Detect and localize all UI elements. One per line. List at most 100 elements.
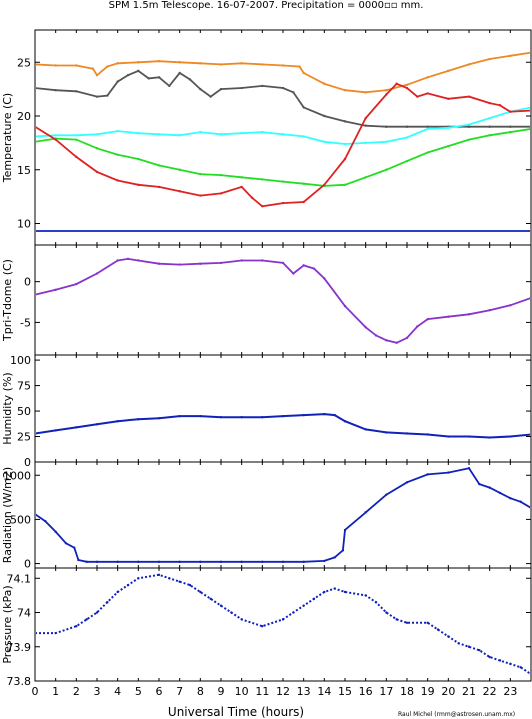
data-point [91,67,95,70]
data-point [343,420,347,423]
data-point [447,69,450,73]
x-axis: 0 1 2 3 4 5 6 7 8 9 10 11 12 13 14 15 16 17 18 19 20 21 22 23 [32,685,518,698]
data-point [116,420,119,423]
data-point [137,259,140,262]
data-point [519,666,522,669]
data-point [95,560,99,564]
series-group [36,412,530,439]
data-point [219,415,223,419]
data-point [261,63,264,66]
data-point [157,573,161,577]
data-point [364,124,367,127]
data-point [509,130,512,134]
series-group [36,51,530,232]
x-tick-label: 4 [114,685,121,698]
y-tick-label: 73.8 [7,675,32,688]
data-point [529,230,530,232]
data-point [416,95,419,98]
data-point [199,560,202,564]
y-tick-label: 10 [17,218,31,231]
data-point [106,94,109,97]
data-point [467,645,471,648]
data-point [36,513,37,515]
data-point [126,583,130,587]
data-point [374,601,378,604]
data-point [95,272,99,275]
x-tick-label: 1 [52,685,59,698]
data-point [302,135,305,138]
data-point [116,590,119,594]
data-point [395,341,398,344]
data-point [240,415,243,419]
data-point [395,618,398,621]
data-point [73,546,76,549]
data-point [488,308,491,312]
series-line-0 [36,413,530,439]
x-tick-label: 7 [176,685,183,698]
data-point [467,435,471,438]
data-point [323,140,326,143]
data-point [281,618,285,621]
data-point [75,134,78,137]
data-point [405,481,409,484]
y-tick-label: 0 [24,276,31,289]
data-point [529,106,530,109]
data-point [240,132,243,135]
data-point [261,259,264,262]
data-point [137,157,140,161]
x-tick-label: 12 [276,685,290,698]
data-point [36,294,37,296]
data-point [478,648,481,652]
data-point [302,413,305,417]
data-point [281,133,285,136]
data-point [230,611,233,614]
data-point [281,201,285,205]
data-point [323,183,326,186]
data-point [488,116,491,120]
data-point [467,123,471,126]
data-point [292,611,295,614]
data-point [116,153,119,156]
data-point [343,183,347,186]
data-point [137,577,140,580]
x-tick-label: 16 [359,685,373,698]
y-tick-label: 20 [17,110,31,123]
y-tick-label: 15 [17,164,31,177]
x-tick-label: 17 [379,685,393,698]
data-point [54,429,57,432]
data-point [240,560,243,564]
data-point [426,125,429,128]
data-point [137,61,140,64]
series-line-0 [36,467,530,563]
data-point [219,192,223,195]
data-point [467,125,471,128]
data-point [364,91,367,94]
data-point [261,560,264,564]
data-point [178,71,181,75]
data-point [240,618,243,621]
chart-title: SPM 1.5m Telescope. 16-07-2007. Precipit… [109,0,424,11]
data-point [385,93,388,96]
data-point [261,205,264,208]
data-point [178,263,181,266]
data-point [261,84,264,88]
data-point [219,560,223,564]
data-point [323,82,326,85]
x-tick-label: 6 [156,685,163,698]
y-tick-label: 73.9 [7,641,32,654]
data-point [364,428,367,431]
data-point [199,414,202,418]
data-point [385,339,388,342]
x-tick-label: 21 [462,685,476,698]
data-point [178,560,181,564]
data-point [116,259,119,262]
data-point [199,130,202,134]
data-point [343,304,347,308]
data-point [302,604,305,607]
data-point [116,560,119,564]
data-point [447,471,450,474]
data-point [447,635,450,638]
data-point [106,65,109,68]
x-tick-label: 8 [197,685,204,698]
data-point [188,78,192,81]
